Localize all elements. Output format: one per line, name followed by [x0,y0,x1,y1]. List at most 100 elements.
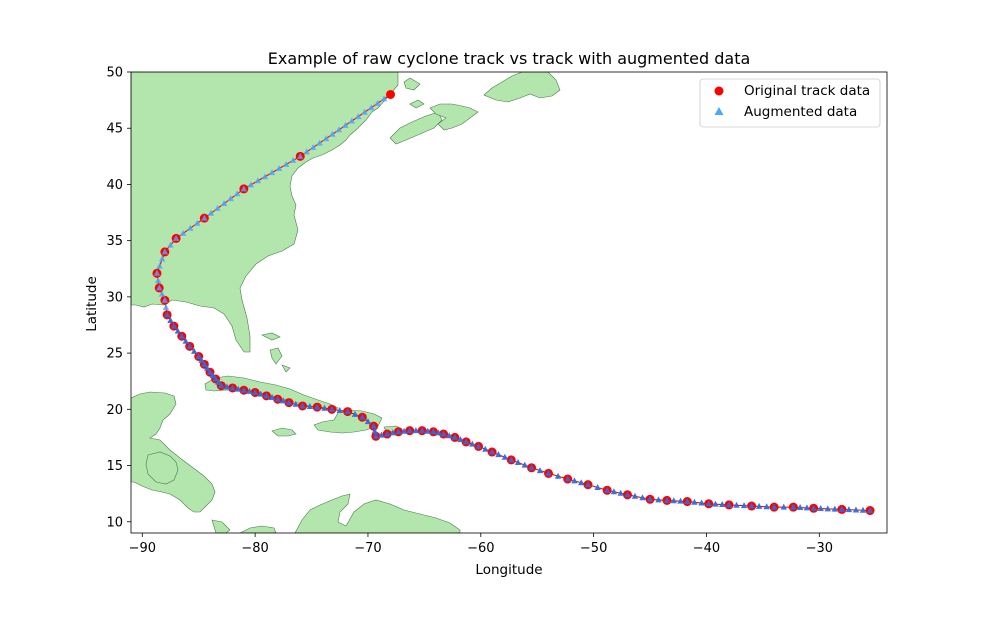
augmented-point [174,327,182,334]
augmented-point [594,483,601,490]
augmented-point [374,99,381,106]
augmented-point [153,269,161,276]
augmented-point [209,372,217,379]
y-tick-label: 15 [106,459,123,474]
augmented-point [790,503,797,510]
augmented-point [418,427,426,434]
augmented-point [364,418,372,425]
legend-marker-augmented [714,107,724,115]
augmented-point [240,386,248,393]
augmented-point [639,494,646,501]
augmented-point [195,352,202,359]
augmented-point [268,169,276,176]
augmented-point [220,200,228,207]
augmented-point [646,495,654,502]
plot-area [131,72,887,533]
augmented-point [435,429,442,436]
augmented-point [462,438,470,445]
augmented-point [309,143,317,150]
augmented-point [395,428,402,435]
nova-scotia-land [389,111,443,145]
augmented-point [755,502,763,509]
augmented-point [251,388,259,395]
augmented-point [488,448,496,455]
augmented-point [475,442,482,449]
x-tick-label: −90 [129,541,156,556]
augmented-point [190,347,198,354]
augmented-point [299,402,306,409]
augmented-point [748,502,755,509]
augmented-point [290,156,297,163]
augmented-point [617,489,624,496]
y-tick-label: 20 [106,403,123,418]
augmented-point [406,427,413,434]
augmented-point [412,427,420,434]
y-tick-label: 10 [106,515,123,530]
y-tick-label: 25 [106,347,123,362]
augmented-point [725,501,733,508]
x-axis: −90 −80 −70 −60 −50 −40 −30 [129,533,833,556]
augmented-point [257,390,264,397]
x-axis-label: Longitude [475,562,542,578]
augmented-point [495,451,502,458]
jamaica-land [271,427,297,437]
augmented-point [763,503,770,510]
augmented-point [322,135,330,142]
pei-land [409,99,425,109]
augmented-point [163,311,171,318]
y-axis: 10 15 20 25 30 35 40 45 50 [106,66,131,530]
gulf-coast-land [131,305,243,402]
augmented-point [246,387,253,394]
augmented-point [261,173,269,180]
canada-inlet-land [403,77,421,91]
augmented-point [198,356,205,363]
augmented-point [234,385,242,392]
augmented-point [321,404,328,411]
yucatan-land [145,451,179,485]
x-tick-label: −30 [806,541,833,556]
legend: Original track data Augmented data [699,78,881,128]
augmented-point [316,139,323,146]
south-america-west-land [239,525,277,533]
augmented-point [521,461,528,468]
augmented-point [275,165,283,172]
augmented-point [508,456,515,463]
augmented-point [803,504,811,511]
augmented-points [153,95,874,514]
augmented-point [179,229,187,236]
chart-title: Example of raw cyclone track vs track wi… [268,49,751,68]
augmented-point [670,497,677,504]
augmented-point [866,507,874,514]
augmented-point [268,394,276,401]
land-masses [131,72,561,533]
augmented-point [212,375,219,382]
augmented-point [663,496,671,503]
augmented-point [161,296,169,303]
augmented-point [528,464,535,471]
augmented-point [610,488,618,495]
y-tick-label: 40 [106,178,123,193]
augmented-point [780,503,787,510]
legend-box [699,78,881,128]
augmented-point [705,500,712,507]
augmented-point [796,504,804,511]
augmented-point [624,491,631,498]
augmented-point [167,316,174,323]
augmented-point [335,126,343,133]
legend-marker-original [714,86,724,96]
augmented-point [154,277,162,284]
augmented-point [684,498,691,505]
south-america-land [294,493,461,533]
legend-label-augmented: Augmented data [744,104,857,120]
augmented-point [440,430,447,437]
augmented-point [187,224,194,231]
augmented-point [274,395,281,402]
augmented-point [182,337,189,344]
augmented-point [201,360,208,367]
augmented-point [380,95,388,102]
augmented-point [603,486,611,493]
augmented-point [698,499,705,506]
augmented-point [218,382,225,389]
augmented-point [770,503,778,510]
augmented-point [536,467,544,474]
